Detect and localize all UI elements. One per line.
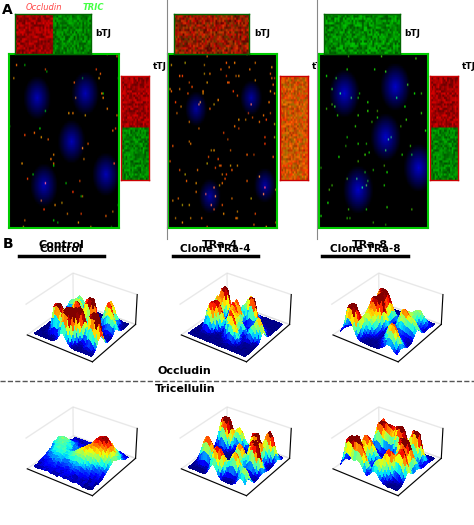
Text: TRa-8: TRa-8 <box>352 240 388 250</box>
Text: Clone TRa-4: Clone TRa-4 <box>181 244 251 254</box>
Text: Tricellulin: Tricellulin <box>155 384 215 394</box>
Text: Control: Control <box>40 244 83 254</box>
Text: tTJ: tTJ <box>462 61 474 71</box>
Text: Clone TRa-8: Clone TRa-8 <box>330 244 400 254</box>
Text: B: B <box>2 237 13 251</box>
Text: Occludin: Occludin <box>158 366 212 376</box>
Text: TRIC: TRIC <box>83 3 104 12</box>
Text: tTJ: tTJ <box>311 61 326 71</box>
Text: A: A <box>2 3 13 17</box>
Text: bTJ: bTJ <box>95 29 111 38</box>
Text: tTJ: tTJ <box>153 61 167 71</box>
Text: bTJ: bTJ <box>254 29 270 38</box>
Text: bTJ: bTJ <box>404 29 420 38</box>
Text: Occludin: Occludin <box>26 3 63 12</box>
Text: TRa-4: TRa-4 <box>202 240 238 250</box>
Text: Control: Control <box>38 240 84 250</box>
